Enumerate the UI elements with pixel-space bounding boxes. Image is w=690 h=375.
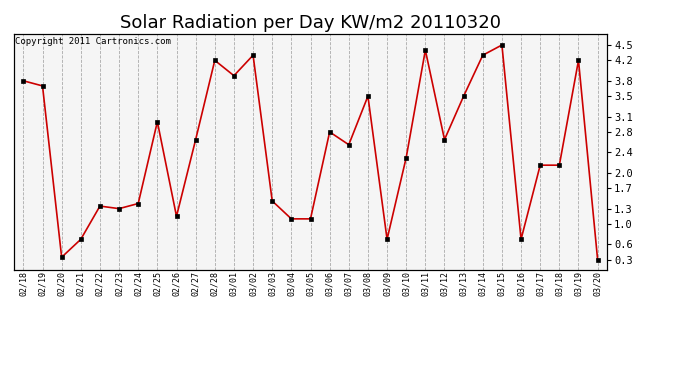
Title: Solar Radiation per Day KW/m2 20110320: Solar Radiation per Day KW/m2 20110320 — [120, 14, 501, 32]
Text: Copyright 2011 Cartronics.com: Copyright 2011 Cartronics.com — [15, 37, 171, 46]
